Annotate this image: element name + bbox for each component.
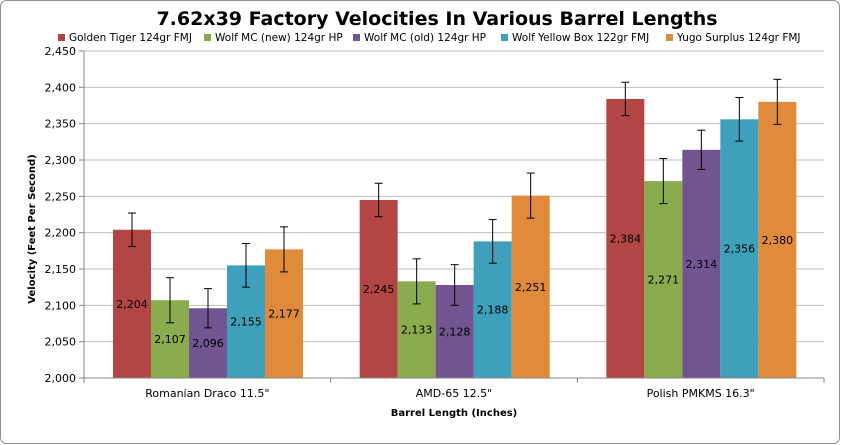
chart-title: 7.62x39 Factory Velocities In Various Ba… (156, 8, 717, 30)
y-tick-label: 2,050 (45, 336, 77, 349)
data-label: 2,380 (762, 234, 794, 247)
data-label: 2,133 (401, 324, 433, 337)
bars (113, 98, 797, 379)
legend-swatch (501, 34, 508, 41)
y-axis-ticks: 2,000 2,050 2,100 2,150 2,200 2,250 2,300 2,350… (45, 45, 84, 385)
data-label: 2,177 (268, 308, 300, 321)
x-axis-ticks: Romanian Draco 11.5" AMD-65 12.5" Polish P… (83, 378, 825, 400)
y-tick-label: 2,450 (45, 45, 77, 58)
legend-label: Yugo Surplus 124gr FMJ (676, 32, 801, 44)
bar (359, 199, 398, 378)
bar (758, 101, 797, 378)
data-label: 2,096 (192, 337, 224, 350)
y-tick-label: 2,400 (45, 81, 77, 94)
legend-label: Wolf Yellow Box 122gr FMJ (512, 32, 649, 44)
y-tick-label: 2,200 (45, 227, 77, 240)
y-tick-label: 2,000 (45, 372, 77, 385)
legend-label: Wolf MC (old) 124gr HP (364, 32, 486, 44)
bar (720, 119, 759, 378)
axes (83, 51, 824, 379)
data-label: 2,188 (477, 304, 509, 317)
data-label: 2,204 (116, 298, 148, 311)
data-label: 2,356 (724, 243, 756, 256)
y-tick-label: 2,300 (45, 154, 77, 167)
data-labels: 2,204 2,245 2,384 2,107 2,133 2,271 2,096 2,128… (116, 232, 793, 350)
bar (511, 195, 550, 378)
error-bars (128, 78, 782, 329)
data-label: 2,251 (515, 281, 547, 294)
legend-label: Golden Tiger 124gr FMJ (69, 32, 192, 44)
data-label: 2,245 (363, 283, 395, 296)
bar (644, 181, 683, 378)
legend: Golden Tiger 124gr FMJ Wolf MC (new) 124g… (58, 32, 801, 44)
data-label: 2,107 (154, 333, 186, 346)
x-tick-label: Romanian Draco 11.5" (145, 387, 269, 400)
data-label: 2,271 (648, 274, 680, 287)
y-tick-label: 2,350 (45, 118, 77, 131)
data-label: 2,155 (230, 316, 262, 329)
legend-label: Wolf MC (new) 124gr HP (215, 32, 343, 44)
x-tick-label: AMD-65 12.5" (416, 387, 493, 400)
legend-swatch (353, 34, 360, 41)
data-label: 2,384 (610, 232, 642, 245)
bar (473, 241, 512, 378)
y-axis-title: Velocity (Feet Per Second) (27, 154, 38, 303)
legend-swatch (58, 34, 65, 41)
legend-swatch (204, 34, 211, 41)
y-tick-label: 2,100 (45, 299, 77, 312)
bar (113, 229, 151, 378)
bar (606, 98, 645, 379)
bar (682, 149, 721, 378)
data-label: 2,314 (686, 258, 718, 271)
y-tick-label: 2,150 (45, 263, 77, 276)
legend-swatch (666, 34, 673, 41)
y-tick-label: 2,250 (45, 190, 77, 203)
x-tick-label: Polish PMKMS 16.3" (647, 387, 755, 400)
x-axis-title: Barrel Length (Inches) (391, 408, 518, 419)
data-label: 2,128 (439, 325, 471, 338)
